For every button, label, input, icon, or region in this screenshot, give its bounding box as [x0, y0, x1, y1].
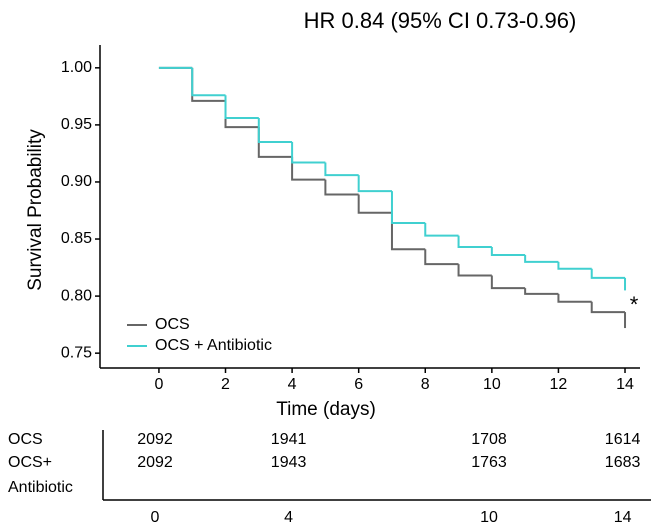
y-tick-label: 0.85: [61, 230, 92, 247]
legend-label: OCS + Antibiotic: [155, 337, 272, 354]
survival-step: [291, 156, 326, 181]
survival-step: [424, 223, 459, 237]
survival-step: [357, 194, 392, 214]
survival-step: [390, 191, 426, 225]
survival-step: [557, 293, 592, 303]
table-time: 4: [284, 509, 293, 526]
survival-step: [424, 249, 459, 266]
survival-step: [524, 255, 559, 263]
y-axis-label: Survival Probability: [25, 129, 46, 291]
survival-step: [224, 100, 259, 129]
survival-step: [457, 235, 492, 249]
y-tick-label: 1.00: [61, 59, 92, 76]
table-count: 1941: [271, 431, 307, 448]
y-tick-label: 0.80: [61, 287, 92, 304]
y-tick-label: 0.75: [61, 344, 92, 361]
x-tick-label: 8: [421, 376, 430, 393]
survival-step: [590, 301, 626, 314]
table-row-label: OCS: [8, 431, 43, 448]
survival-step: [291, 142, 326, 164]
annotation: *: [630, 292, 639, 317]
table-count: 1708: [471, 431, 507, 448]
survival-step: [224, 95, 259, 120]
x-tick-label: 2: [221, 376, 230, 393]
survival-step: [524, 288, 559, 295]
x-tick-label: 0: [154, 376, 163, 393]
table-count: 1683: [605, 454, 641, 471]
table-row-label: Antibiotic: [8, 479, 73, 496]
legend-label: OCS: [155, 316, 190, 333]
survival-step: [490, 275, 526, 290]
table-time: 10: [480, 509, 498, 526]
y-tick-label: 0.90: [61, 173, 92, 190]
survival-step: [557, 261, 592, 270]
table-count: 2092: [137, 454, 173, 471]
survival-step: [257, 118, 293, 144]
table-time: 14: [614, 509, 632, 526]
x-tick-label: 6: [354, 376, 363, 393]
survival-step: [324, 162, 359, 177]
table-time: 0: [151, 509, 160, 526]
survival-step: [490, 247, 526, 257]
survival-step: [191, 67, 226, 97]
chart-title: HR 0.84 (95% CI 0.73-0.96): [304, 8, 577, 33]
x-tick-label: 14: [616, 376, 634, 393]
survival-step: [590, 268, 626, 279]
y-tick-label: 0.95: [61, 116, 92, 133]
x-tick-label: 10: [483, 376, 501, 393]
table-count: 1614: [605, 431, 641, 448]
survival-step: [457, 264, 492, 277]
table-count: 1763: [471, 454, 507, 471]
x-axis-label: Time (days): [276, 399, 376, 420]
survival-step: [390, 212, 426, 251]
table-count: 1943: [271, 454, 307, 471]
survival-step: [324, 179, 359, 196]
table-row-label: OCS+: [8, 454, 52, 471]
survival-step: [357, 175, 392, 193]
x-tick-label: 4: [288, 376, 297, 393]
x-tick-label: 12: [550, 376, 568, 393]
table-count: 2092: [137, 431, 173, 448]
